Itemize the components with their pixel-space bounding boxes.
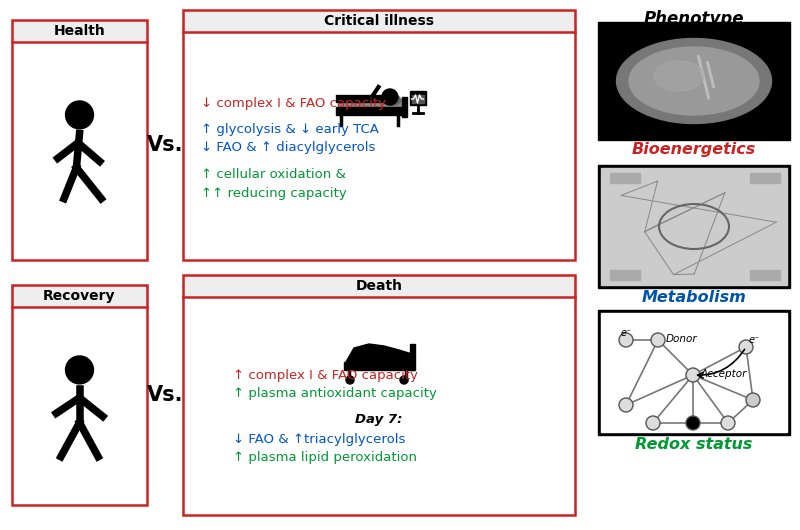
Bar	[335, 107, 406, 115]
Bar	[12, 285, 147, 505]
Circle shape	[66, 101, 94, 129]
Text: ↑ plasma lipid peroxidation: ↑ plasma lipid peroxidation	[233, 452, 417, 464]
Bar	[12, 20, 147, 260]
Text: Metabolism: Metabolism	[642, 290, 746, 305]
Ellipse shape	[617, 39, 771, 123]
Circle shape	[382, 89, 398, 105]
Text: Redox status: Redox status	[635, 437, 753, 452]
Bar	[610, 173, 640, 183]
Bar	[344, 362, 414, 370]
Text: ↑ glycolysis & ↓ early TCA: ↑ glycolysis & ↓ early TCA	[201, 123, 379, 137]
Bar	[410, 91, 426, 105]
Bar	[12, 20, 147, 42]
Bar	[338, 99, 402, 107]
Circle shape	[346, 376, 354, 384]
Bar	[12, 20, 147, 260]
Text: Recovery: Recovery	[43, 289, 116, 303]
Text: ↓ complex I & FAO capacity: ↓ complex I & FAO capacity	[201, 96, 386, 110]
Text: e⁻: e⁻	[749, 335, 760, 345]
Ellipse shape	[654, 61, 704, 91]
Bar	[183, 275, 575, 515]
Text: Health: Health	[54, 24, 106, 38]
Ellipse shape	[629, 47, 759, 115]
Text: Critical illness: Critical illness	[324, 14, 434, 28]
Ellipse shape	[386, 95, 401, 105]
Text: Death: Death	[355, 279, 402, 293]
Bar	[12, 285, 147, 505]
Circle shape	[746, 393, 760, 407]
Bar	[183, 10, 575, 260]
Text: Vs.: Vs.	[146, 385, 183, 405]
Circle shape	[619, 333, 633, 347]
Text: e⁻: e⁻	[621, 328, 631, 338]
Bar	[750, 173, 780, 183]
Text: Day 2:: Day 2:	[355, 349, 402, 361]
Circle shape	[646, 416, 660, 430]
Circle shape	[721, 416, 735, 430]
Bar	[410, 344, 415, 370]
Polygon shape	[346, 344, 412, 362]
Circle shape	[686, 368, 700, 382]
Bar	[183, 275, 575, 515]
Text: Phenotype: Phenotype	[644, 10, 744, 28]
Bar	[601, 168, 787, 285]
Text: ↓ FAO & ↑ diacylglycerols: ↓ FAO & ↑ diacylglycerols	[201, 142, 375, 155]
Bar	[12, 285, 147, 307]
Circle shape	[400, 376, 408, 384]
Bar	[598, 22, 790, 140]
Text: ↑ plasma antioxidant capacity: ↑ plasma antioxidant capacity	[233, 386, 437, 400]
Circle shape	[686, 416, 700, 430]
Text: ↓ FAO & ↑triacylglycerols: ↓ FAO & ↑triacylglycerols	[233, 434, 406, 446]
Text: Vs.: Vs.	[146, 135, 183, 155]
Bar	[610, 270, 640, 280]
Circle shape	[739, 340, 753, 354]
Circle shape	[619, 398, 633, 412]
Text: Acceptor: Acceptor	[701, 369, 747, 379]
Bar	[601, 313, 787, 432]
Bar	[183, 10, 575, 260]
Bar	[183, 275, 575, 297]
Text: Day 7:: Day 7:	[355, 413, 402, 427]
Text: ↑↑ reducing capacity: ↑↑ reducing capacity	[201, 187, 346, 199]
Text: ↑ complex I & FAO capacity: ↑ complex I & FAO capacity	[233, 368, 418, 382]
Text: Donor: Donor	[666, 334, 698, 344]
Text: ↑ cellular oxidation &: ↑ cellular oxidation &	[201, 169, 346, 181]
Circle shape	[66, 356, 94, 384]
Bar	[183, 10, 575, 32]
Text: Bioenergetics: Bioenergetics	[632, 142, 756, 157]
Bar	[598, 165, 790, 288]
Bar	[598, 310, 790, 435]
Bar	[750, 270, 780, 280]
Circle shape	[651, 333, 665, 347]
Bar	[411, 95, 423, 103]
Bar	[402, 97, 406, 117]
